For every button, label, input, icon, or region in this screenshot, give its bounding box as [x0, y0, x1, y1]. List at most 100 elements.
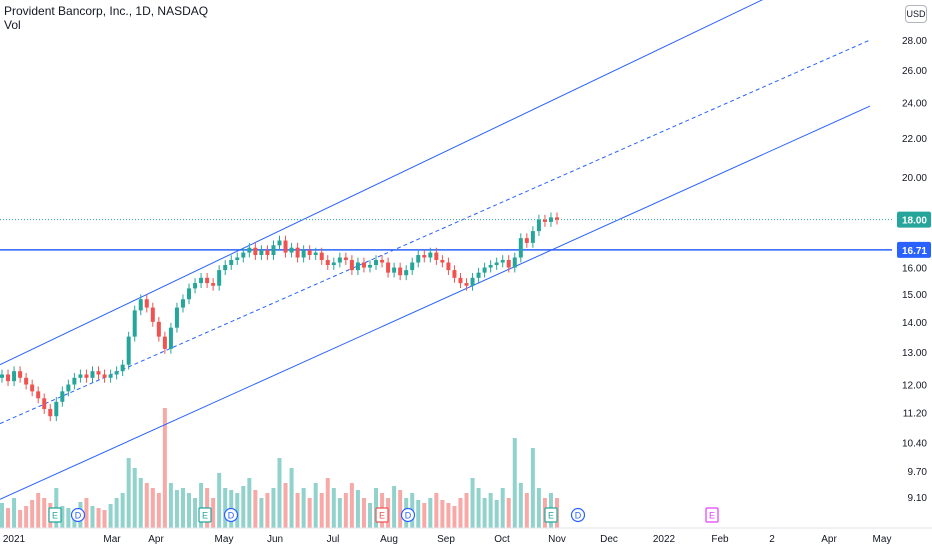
volume-bar — [217, 473, 222, 528]
candle-body — [168, 327, 173, 349]
volume-bar — [452, 506, 457, 528]
candle-body — [410, 262, 415, 271]
candle-body — [349, 259, 354, 271]
candle-body — [361, 262, 366, 268]
volume-bar — [313, 483, 318, 528]
y-tick-label: 24.00 — [902, 99, 927, 110]
y-tick-label: 10.40 — [902, 439, 927, 450]
volume-bar — [66, 508, 71, 528]
candle-body — [331, 262, 336, 266]
candle-body — [307, 250, 312, 256]
candle-body — [289, 247, 294, 253]
candle-body — [428, 252, 433, 258]
price-label-bg — [897, 241, 931, 258]
candle-body — [235, 257, 240, 260]
volume-bar — [458, 498, 463, 528]
candle-body — [132, 310, 137, 337]
candle-body — [102, 374, 107, 378]
candle-body — [253, 247, 258, 256]
candle-body — [126, 336, 131, 365]
candle-body — [337, 257, 342, 263]
volume-bar — [24, 506, 29, 528]
dividend-marker — [70, 507, 86, 523]
event-marker-label: E — [379, 511, 385, 521]
price-label-bg — [897, 211, 931, 228]
chart-legend: Provident Bancorp, Inc., 1D, NASDAQ Vol — [4, 4, 208, 32]
volume-bar — [60, 506, 65, 528]
dividend-marker — [223, 507, 239, 523]
volume-bar — [446, 503, 451, 528]
candle-body — [500, 259, 505, 263]
candle-body — [265, 250, 270, 256]
volume-bar — [114, 498, 119, 528]
volume-bar — [108, 504, 113, 528]
candle-body — [277, 240, 282, 246]
symbol-title: Provident Bancorp, Inc., 1D, NASDAQ — [4, 4, 209, 18]
candle-body — [434, 252, 439, 260]
y-axis: 9.10 9.70 10.40 11.20 12.00 13.00 14.00 15.00 16… — [895, 0, 932, 528]
volume-bar — [367, 503, 372, 528]
x-tick-label: Mar — [103, 534, 121, 545]
volume-bar — [277, 458, 282, 528]
channel-lower-line — [0, 105, 871, 500]
volume-bar — [434, 493, 439, 528]
candle-body — [66, 384, 71, 392]
volume-bar — [349, 483, 354, 528]
candle-body — [524, 238, 529, 243]
volume-bar — [482, 498, 487, 528]
volume-bar — [120, 493, 125, 528]
x-tick-label: May — [215, 534, 234, 545]
volume-bar — [494, 500, 499, 528]
volume-bar — [253, 490, 258, 528]
currency-button[interactable]: USD — [905, 5, 927, 23]
volume-bar — [174, 490, 179, 528]
earnings-marker — [375, 507, 389, 523]
volume-bar — [295, 493, 300, 528]
y-tick-label: 20.00 — [902, 173, 927, 184]
y-tick-label: 28.00 — [902, 36, 927, 47]
candle-body — [386, 262, 391, 273]
candles — [0, 212, 559, 422]
x-tick-label: Aug — [380, 534, 398, 545]
volume-bar — [102, 510, 107, 528]
price-label: 16.71 — [902, 246, 927, 257]
dividend-marker — [570, 507, 586, 523]
candle-body — [229, 259, 234, 266]
volume-bar — [476, 488, 481, 528]
volume-bar — [271, 488, 276, 528]
candle-body — [512, 257, 517, 268]
candle-body — [392, 267, 397, 273]
volume-bar — [36, 493, 41, 528]
volume-bar — [211, 498, 216, 528]
volume-bar — [6, 508, 11, 528]
earnings-marker — [48, 507, 62, 523]
candle-body — [247, 247, 252, 253]
candle-body — [518, 238, 523, 258]
candle-body — [12, 371, 17, 382]
candle-body — [138, 299, 143, 311]
earnings-marker — [198, 507, 212, 523]
candle-body — [482, 267, 487, 273]
candle-body — [223, 265, 228, 271]
candle-body — [464, 283, 469, 286]
volume-bar — [361, 498, 366, 528]
candle-body — [319, 252, 324, 260]
candle-body — [199, 277, 204, 284]
volume-bar — [265, 493, 270, 528]
volume-indicator-label[interactable]: Vol — [4, 18, 21, 32]
volume-bar — [416, 500, 421, 528]
candle-body — [476, 272, 481, 278]
volume-bar — [536, 488, 541, 528]
volume-bar — [241, 486, 246, 528]
volume-bar — [168, 483, 173, 528]
volume-bar — [126, 458, 131, 528]
candle-body — [211, 283, 216, 286]
event-marker-label: E — [709, 511, 715, 521]
event-marker-label: E — [202, 511, 208, 521]
candle-body — [96, 371, 101, 375]
volume-bar — [283, 483, 288, 528]
y-axis-bg — [895, 0, 932, 528]
dividend-marker — [400, 507, 416, 523]
